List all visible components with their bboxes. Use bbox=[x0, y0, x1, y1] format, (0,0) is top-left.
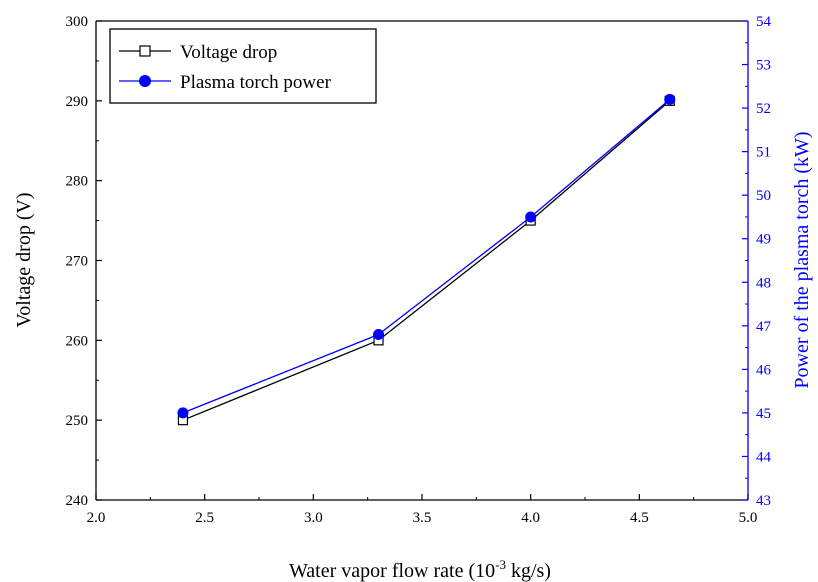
x-axis-title-prefix: Water vapor flow rate (10 bbox=[289, 560, 495, 582]
legend-marker-plasma-torch-power bbox=[139, 75, 151, 87]
right-y-tick-label: 52 bbox=[756, 101, 771, 117]
right-y-tick-label: 43 bbox=[756, 493, 771, 509]
right-y-tick-label: 44 bbox=[756, 449, 772, 465]
right-y-tick-label: 51 bbox=[756, 145, 771, 161]
right-y-tick-label: 50 bbox=[756, 188, 771, 204]
left-y-axis: 240 250 260 270 280 290 300 bbox=[66, 14, 102, 509]
right-y-tick-label: 53 bbox=[756, 58, 771, 74]
left-y-tick-label: 300 bbox=[66, 14, 89, 30]
x-axis: 2.0 2.5 3.0 3.5 4.0 4.5 5.0 bbox=[87, 494, 758, 526]
right-y-tick-label: 49 bbox=[756, 232, 771, 248]
legend-item-voltage-drop: Voltage drop bbox=[119, 42, 277, 63]
right-y-tick-label: 46 bbox=[756, 362, 772, 378]
data-point-plasma-torch-power bbox=[664, 93, 676, 105]
x-axis-title-superscript: -3 bbox=[495, 557, 506, 572]
x-tick-label: 2.0 bbox=[87, 510, 106, 526]
x-tick-label: 5.0 bbox=[739, 510, 758, 526]
right-y-tick-label: 47 bbox=[756, 319, 772, 335]
left-y-tick-label: 250 bbox=[66, 413, 89, 429]
right-y-tick-label: 45 bbox=[756, 406, 771, 422]
legend-box bbox=[109, 28, 377, 104]
left-y-tick-label: 290 bbox=[66, 94, 89, 110]
left-y-tick-label: 260 bbox=[66, 333, 89, 349]
series-line-plasma-torch-power bbox=[182, 98, 671, 414]
data-point-plasma-torch-power bbox=[373, 329, 385, 341]
series-layer bbox=[177, 93, 676, 426]
data-point-plasma-torch-power bbox=[177, 407, 189, 419]
right-y-axis: 43 44 45 46 47 48 49 50 51 52 53 54 bbox=[742, 14, 772, 509]
left-y-tick-label: 240 bbox=[66, 493, 89, 509]
legend-label-plasma-torch-power: Plasma torch power bbox=[180, 72, 332, 93]
x-tick-label: 3.0 bbox=[304, 510, 323, 526]
left-y-axis-title: Voltage drop (V) bbox=[13, 192, 35, 327]
legend-marker-voltage-drop bbox=[139, 45, 151, 57]
x-tick-label: 2.5 bbox=[195, 510, 214, 526]
x-axis-title: Water vapor flow rate (10-3 kg/s) bbox=[289, 557, 551, 582]
left-y-tick-label: 280 bbox=[66, 174, 89, 190]
legend: Voltage drop Plasma torch power bbox=[109, 28, 377, 104]
x-tick-label: 4.5 bbox=[630, 510, 649, 526]
data-point-plasma-torch-power bbox=[525, 211, 537, 223]
left-y-tick-label: 270 bbox=[66, 254, 89, 270]
legend-label-voltage-drop: Voltage drop bbox=[180, 42, 277, 63]
right-y-tick-label: 54 bbox=[756, 14, 772, 30]
right-y-axis-title: Power of the plasma torch (kW) bbox=[791, 131, 813, 388]
x-tick-label: 3.5 bbox=[413, 510, 432, 526]
x-axis-title-suffix: kg/s) bbox=[506, 560, 551, 582]
x-tick-label: 4.0 bbox=[521, 510, 540, 526]
right-y-tick-label: 48 bbox=[756, 275, 771, 291]
legend-item-plasma-torch-power: Plasma torch power bbox=[119, 72, 332, 93]
series-line-voltage-drop bbox=[182, 100, 671, 421]
